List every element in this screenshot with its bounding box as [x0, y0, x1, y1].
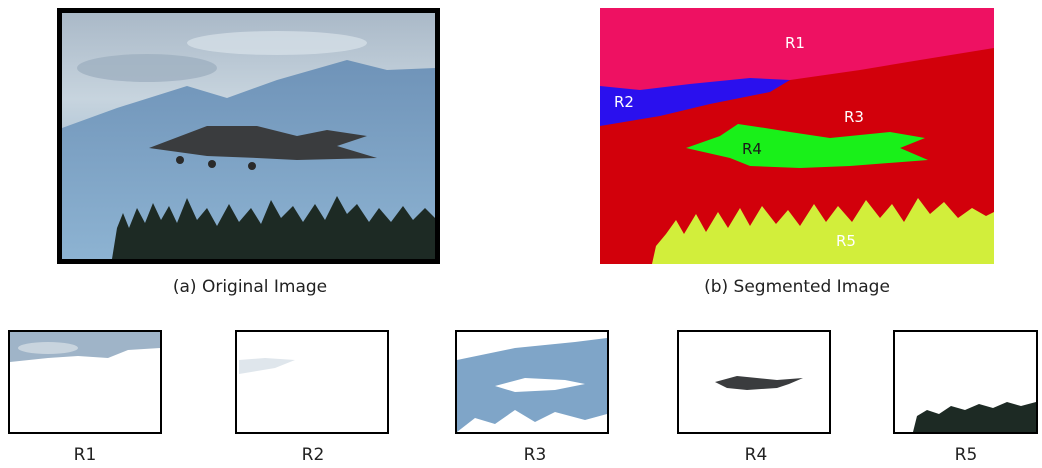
aircraft-shape — [149, 126, 377, 160]
caption-segmented-image: (b) Segmented Image — [704, 277, 890, 297]
segmented-image: R1 R2 R3 R4 R5 — [600, 8, 994, 264]
label-r4: R4 — [742, 140, 762, 158]
thumbnail-label-r1: R1 — [73, 445, 97, 465]
thumbnail-r5 — [891, 328, 1040, 436]
thumbnail-label-r5: R5 — [954, 445, 978, 465]
thumbnail-r4 — [675, 328, 833, 436]
label-r1: R1 — [785, 34, 805, 52]
label-r5: R5 — [836, 232, 856, 250]
label-r2: R2 — [614, 93, 634, 111]
label-r3: R3 — [844, 108, 864, 126]
region-r4-area — [686, 124, 928, 168]
caption-original-image: (a) Original Image — [172, 277, 328, 297]
thumbnail-r2 — [233, 328, 391, 436]
thumbnail-label-r2: R2 — [301, 445, 325, 465]
original-image — [57, 8, 440, 264]
region-r2-area — [600, 78, 790, 126]
thumbnail-label-r4: R4 — [744, 445, 768, 465]
thumbnail-label-r3: R3 — [523, 445, 547, 465]
region-r5-area — [652, 198, 994, 264]
thumbnail-r3 — [453, 328, 611, 436]
thumbnail-r1 — [6, 328, 164, 436]
